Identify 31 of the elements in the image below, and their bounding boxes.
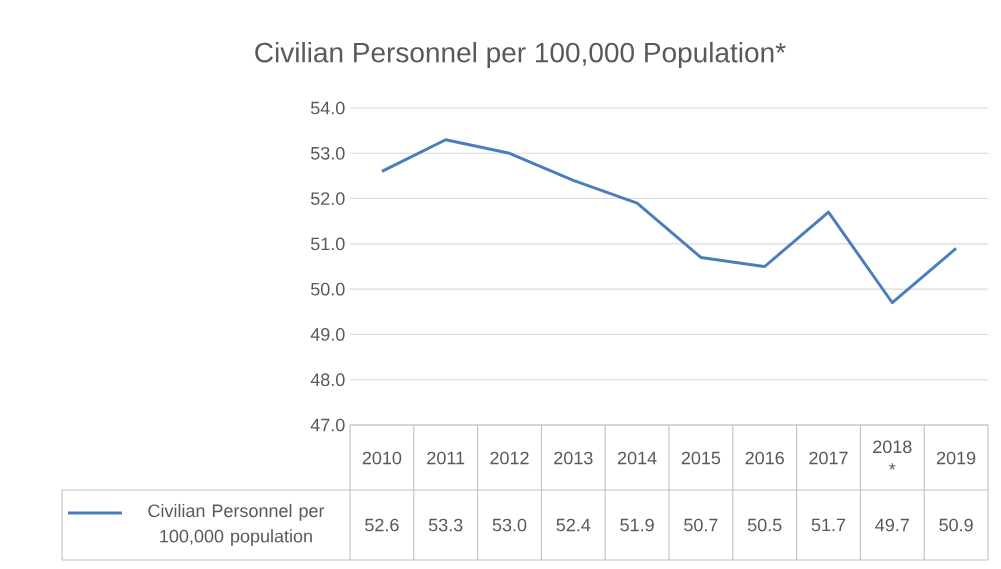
x-tick-label: 2012 — [490, 451, 529, 465]
legend-label: Civilian Personnel per 100,000 population — [148, 503, 325, 547]
y-tick-label: 51.0 — [310, 237, 345, 251]
x-tick-label: 2011 — [427, 451, 465, 465]
x-tick-label: 2018 * — [873, 440, 912, 470]
line-series — [380, 138, 958, 305]
x-tick-label: 2016 — [745, 451, 784, 465]
data-label: 51.7 — [811, 518, 846, 532]
chart-title: Civilian Personnel per 100,000 Population* — [255, 41, 786, 69]
y-tick-label: 49.0 — [310, 328, 345, 341]
y-tick-label: 54.0 — [310, 101, 345, 115]
data-label: 52.4 — [556, 518, 591, 532]
data-label: 52.6 — [365, 518, 399, 532]
x-tick-label: 2017 — [809, 451, 848, 465]
y-tick-label: 47.0 — [310, 418, 345, 432]
data-label: 49.7 — [875, 518, 909, 532]
x-tick-label: 2019 — [936, 451, 976, 465]
data-label: 50.9 — [939, 518, 973, 532]
data-label: 51.9 — [620, 518, 654, 532]
y-tick-label: 50.0 — [310, 282, 345, 296]
x-tick-label: 2010 — [362, 451, 402, 465]
y-tick-label: 53.0 — [310, 146, 345, 160]
y-tick-label: 48.0 — [310, 373, 345, 387]
data-label: 50.5 — [747, 518, 782, 532]
x-tick-label: 2015 — [681, 451, 721, 465]
data-label: 53.3 — [428, 518, 463, 532]
data-label: 53.0 — [492, 518, 527, 532]
y-tick-label: 52.0 — [310, 192, 345, 205]
data-label: 50.7 — [684, 518, 718, 532]
x-tick-label: 2014 — [617, 451, 657, 465]
x-tick-label: 2013 — [554, 451, 593, 465]
